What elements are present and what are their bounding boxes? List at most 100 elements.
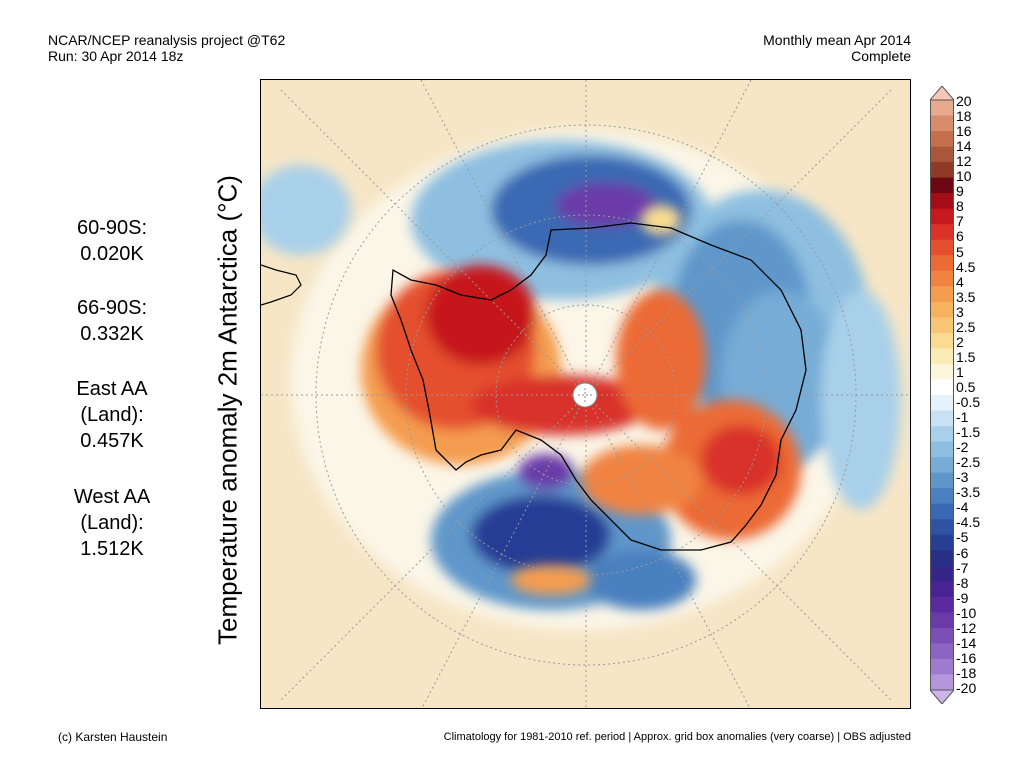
stat-label: 66-90S: — [76, 297, 148, 319]
antarctica-coastline — [390, 222, 807, 551]
colorbar-swatch — [930, 193, 954, 210]
colorbar-bottom-arrow — [928, 689, 956, 705]
colorbar-tick-label: -4 — [956, 499, 969, 516]
colorbar-tick-label: 6 — [956, 228, 964, 245]
colorbar-swatch — [930, 100, 954, 117]
stat-value: 1.512K — [80, 538, 144, 560]
colorbar-swatch — [930, 115, 954, 132]
colorbar-swatch — [930, 472, 954, 489]
stat-value: 0.332K — [80, 323, 144, 345]
colorbar-swatch — [930, 550, 954, 567]
colorbar-swatch — [930, 581, 954, 598]
colorbar-tick-label: -20 — [956, 680, 977, 696]
colorbar-swatch — [930, 441, 954, 458]
stat-label-2: (Land): — [80, 404, 144, 426]
stat-label: 60-90S: — [76, 217, 148, 239]
footer-note: Climatology for 1981-2010 ref. period | … — [443, 731, 911, 743]
colorbar-tick-label: 2.5 — [956, 318, 976, 335]
stat-east-aa: East AA (Land): 0.457K — [64, 376, 160, 454]
colorbar-swatch — [930, 410, 954, 427]
colorbar-swatch — [930, 643, 954, 660]
colorbar-swatch — [930, 674, 954, 691]
colorbar-tick-label: -3 — [956, 469, 969, 486]
warm-anomaly-layer — [361, 205, 801, 595]
colorbar-swatch — [930, 488, 954, 505]
colorbar-swatch — [930, 658, 954, 675]
colorbar-tick-label: 3 — [956, 303, 964, 320]
colorbar-tick-label: -18 — [956, 664, 977, 681]
colorbar-swatch — [930, 363, 954, 380]
colorbar-tick-label: 1.5 — [956, 348, 976, 365]
stat-label: West AA — [73, 486, 151, 508]
colorbar-swatch — [930, 270, 954, 287]
colorbar-swatch — [930, 162, 954, 179]
colorbar-swatch — [930, 612, 954, 629]
stat-west-aa: West AA (Land): 1.512K — [64, 484, 160, 562]
colorbar-tick-label: 7 — [956, 213, 964, 230]
pole-marker — [572, 382, 598, 408]
colorbar-tick-label: -14 — [956, 634, 977, 651]
anomaly-map — [260, 79, 911, 709]
colorbar-tick-label: 10 — [956, 168, 972, 185]
colorbar-swatch — [930, 457, 954, 474]
colorbar-tick-label: 5 — [956, 243, 964, 260]
colorbar-top-arrow — [928, 85, 956, 101]
colorbar-tick-label: 1 — [956, 363, 964, 380]
south-america-coastline — [261, 264, 302, 306]
colorbar-swatch — [930, 177, 954, 194]
colorbar-tick-label: 0.5 — [956, 378, 976, 395]
colorbar-swatch — [930, 146, 954, 163]
colorbar-tick-label: 3.5 — [956, 288, 976, 305]
colorbar-tick-label: 2 — [956, 333, 964, 350]
colorbar-tick-label: 20 — [956, 93, 972, 109]
colorbar-swatch — [930, 596, 954, 613]
period-label: Monthly mean Apr 2014 — [763, 32, 911, 48]
map-ylabel: Temperature anomaly 2m Antarctica (°C) — [212, 175, 243, 645]
colorbar-tick-label: -16 — [956, 649, 977, 666]
colorbar-swatch — [930, 286, 954, 303]
colorbar-swatch — [930, 208, 954, 225]
colorbar-tick-label: -9 — [956, 589, 969, 606]
stat-value: 0.457K — [80, 430, 144, 452]
colorbar-swatch — [930, 131, 954, 148]
anomaly-map-svg — [261, 80, 910, 708]
colorbar-tick-label: -6 — [956, 544, 969, 561]
colorbar-tick-label: -8 — [956, 574, 969, 591]
colorbar-tick-label: 9 — [956, 183, 964, 200]
colorbar-tick-label: -3.5 — [956, 484, 981, 501]
stat-value: 0.020K — [80, 243, 144, 265]
colorbar-tick-label: 16 — [956, 123, 972, 140]
colorbar-swatch — [930, 426, 954, 443]
colorbar-swatch — [930, 503, 954, 520]
colorbar-tick-label: 8 — [956, 198, 964, 215]
colorbar-tick-label: 4.5 — [956, 258, 976, 275]
colorbar-tick-label: 18 — [956, 108, 972, 125]
header-right: Monthly mean Apr 2014 Complete — [763, 32, 911, 64]
colorbar-swatch — [930, 239, 954, 256]
colorbar-swatch — [930, 348, 954, 365]
colorbar-swatch — [930, 332, 954, 349]
colorbar-tick-label: -5 — [956, 529, 969, 546]
colorbar-tick-label: -4.5 — [956, 514, 981, 531]
colorbar-tick-label: 12 — [956, 153, 972, 170]
colorbar-swatch — [930, 317, 954, 334]
colorbar-swatch — [930, 627, 954, 644]
colorbar-svg — [928, 85, 956, 705]
colorbar-swatch — [930, 379, 954, 396]
colorbar-swatch — [930, 565, 954, 582]
colorbar-swatch — [930, 224, 954, 241]
colorbar-tick-label: 14 — [956, 138, 972, 155]
cold-anomaly-layer — [261, 140, 901, 610]
colorbar-tick-label: -7 — [956, 559, 969, 576]
header-left: NCAR/NCEP reanalysis project @T62 Run: 3… — [48, 32, 285, 64]
colorbar-tick-label: -10 — [956, 604, 977, 621]
colorbar-tick-label: -0.5 — [956, 394, 981, 411]
stat-label: East AA — [76, 378, 148, 400]
credit-text: (c) Karsten Haustein — [58, 730, 168, 744]
stat-label-2: (Land): — [80, 512, 144, 534]
dataset-title: NCAR/NCEP reanalysis project @T62 — [48, 32, 286, 48]
colorbar-tick-label: -1 — [956, 409, 969, 426]
colorbar-tick-label: 4 — [956, 273, 964, 290]
colorbar-swatch — [930, 519, 954, 536]
run-time: Run: 30 Apr 2014 18z — [48, 48, 184, 64]
